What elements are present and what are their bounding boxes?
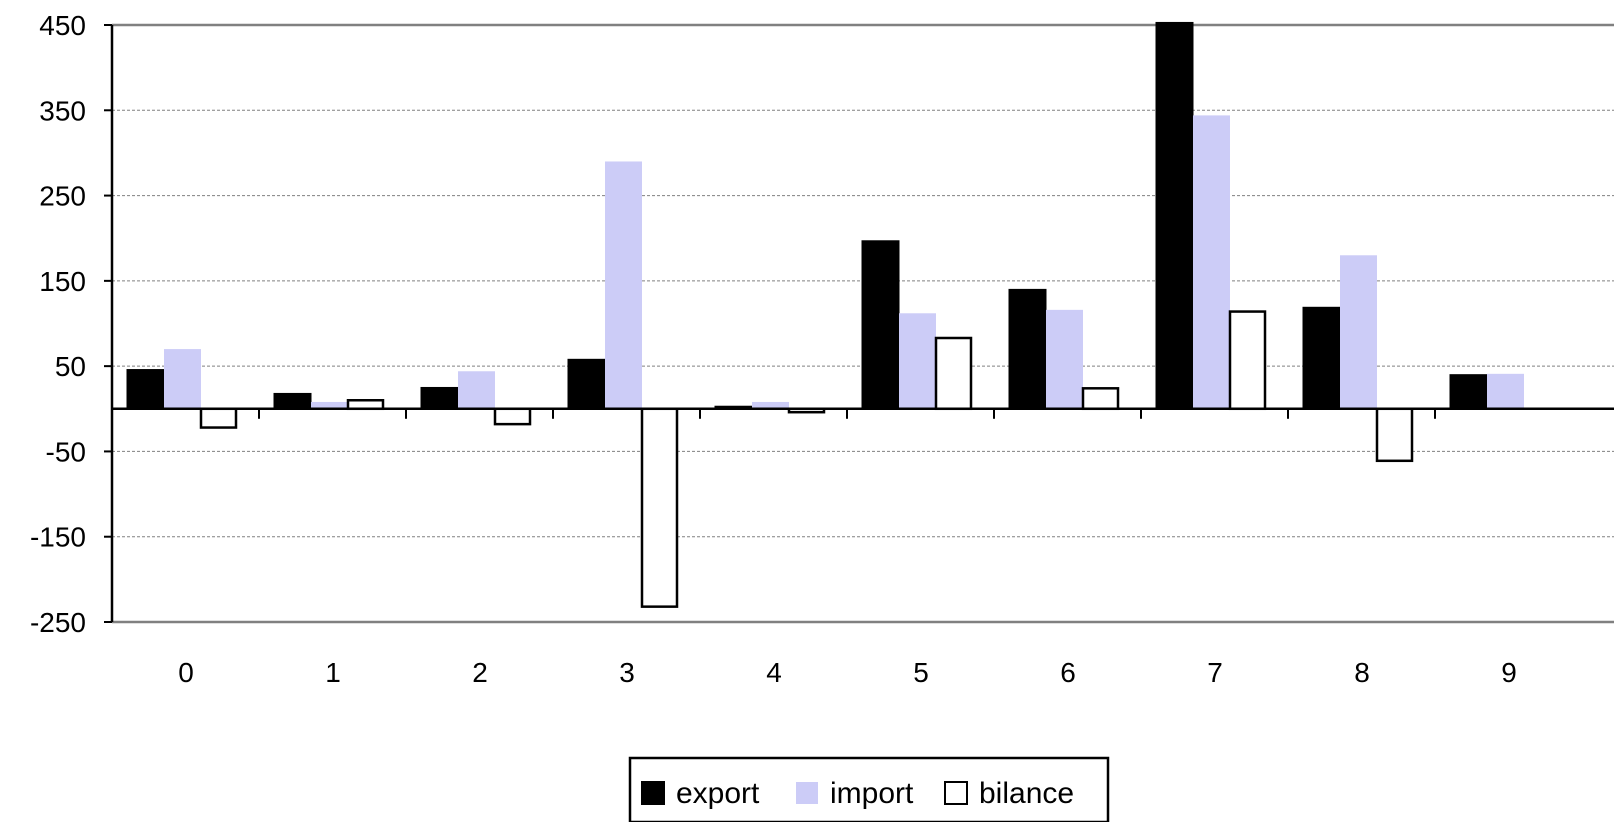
bar-import-6 bbox=[1046, 309, 1083, 409]
bar-import-3 bbox=[605, 161, 642, 409]
bar-export-6 bbox=[1008, 288, 1047, 410]
x-tick-label: 1 bbox=[325, 657, 341, 688]
y-tick-label: 350 bbox=[39, 95, 86, 126]
y-tick-label: -50 bbox=[46, 436, 86, 467]
x-tick-label: 7 bbox=[1207, 657, 1223, 688]
x-tick-label: 0 bbox=[178, 657, 194, 688]
bar-bilance-2 bbox=[493, 407, 532, 426]
bar-import-9 bbox=[1487, 373, 1524, 409]
x-tick-label: 3 bbox=[619, 657, 635, 688]
legend-label-import: import bbox=[830, 777, 914, 810]
bar-import-7 bbox=[1193, 115, 1230, 409]
bar-bilance-5 bbox=[934, 336, 973, 411]
bar-bilance-7 bbox=[1228, 310, 1267, 411]
bar-import-8 bbox=[1340, 255, 1377, 409]
legend-box bbox=[628, 756, 1110, 822]
legend-label-bilance: bilance bbox=[979, 777, 1074, 810]
y-tick-label: -150 bbox=[30, 522, 86, 553]
x-tick-label: 5 bbox=[913, 657, 929, 688]
y-tick-label: 450 bbox=[39, 10, 86, 41]
bar-export-9 bbox=[1449, 374, 1488, 410]
x-tick-label: 2 bbox=[472, 657, 488, 688]
bars bbox=[126, 21, 1524, 608]
legend-swatch-export bbox=[641, 781, 665, 805]
bar-export-1 bbox=[273, 392, 312, 410]
bar-export-3 bbox=[567, 358, 606, 410]
y-tick-label: 150 bbox=[39, 266, 86, 297]
legend-swatch-bilance bbox=[944, 781, 968, 805]
legend-label-export: export bbox=[676, 777, 760, 810]
bar-import-1 bbox=[311, 401, 348, 409]
bar-bilance-6 bbox=[1081, 387, 1120, 411]
x-tick-label: 4 bbox=[766, 657, 782, 688]
bar-import-2 bbox=[458, 371, 495, 409]
bar-import-5 bbox=[899, 313, 936, 409]
x-tick-labels: 0 1 2 3 4 5 6 7 8 9 bbox=[178, 657, 1517, 688]
bar-bilance-8 bbox=[1375, 407, 1414, 463]
bar-bilance-3 bbox=[640, 407, 679, 608]
x-tick-label: 9 bbox=[1501, 657, 1517, 688]
axes bbox=[104, 24, 1614, 623]
bar-import-4 bbox=[752, 401, 789, 409]
bar-export-2 bbox=[420, 386, 459, 410]
y-tick-labels: 450 350 250 150 50 -50 -150 -250 bbox=[30, 10, 86, 638]
bar-export-8 bbox=[1302, 306, 1341, 410]
bar-import-0 bbox=[164, 349, 201, 409]
y-tick-label: 250 bbox=[39, 181, 86, 212]
bar-bilance-1 bbox=[346, 399, 385, 411]
bar-bilance-0 bbox=[199, 407, 238, 429]
bar-export-5 bbox=[861, 240, 900, 410]
legend-swatch-import bbox=[796, 782, 818, 804]
bar-export-0 bbox=[126, 369, 165, 410]
x-tick-label: 8 bbox=[1354, 657, 1370, 688]
y-tick-label: -250 bbox=[30, 607, 86, 638]
y-tick-label: 50 bbox=[55, 351, 86, 382]
legend: export import bilance bbox=[628, 756, 1110, 822]
x-tick-label: 6 bbox=[1060, 657, 1076, 688]
bar-export-7 bbox=[1155, 21, 1194, 410]
